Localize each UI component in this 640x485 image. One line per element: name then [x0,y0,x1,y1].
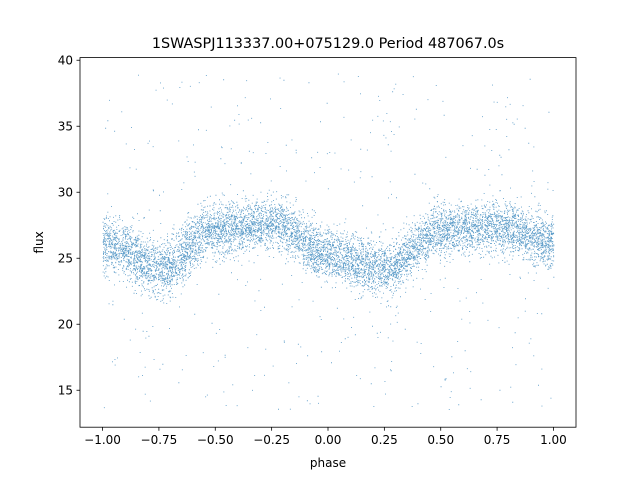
y-tick-label: 30 [58,186,73,200]
x-tick-label: 1.00 [540,433,567,447]
x-tick-label: −0.50 [197,433,234,447]
y-tick-label: 35 [58,120,73,134]
y-axis-label: flux [32,231,46,253]
x-tick-label: −0.75 [141,433,178,447]
y-tick-label: 25 [58,252,73,266]
y-axis: 15 20 25 30 35 40 [58,54,80,398]
x-tick-label: 0.75 [484,433,511,447]
scatter-points [102,73,555,410]
x-tick-label: −0.25 [253,433,290,447]
x-tick-label: −1.00 [84,433,121,447]
x-axis: −1.00 −0.75 −0.50 −0.25 0.00 0.25 0.50 0.75 1.00 [84,427,567,447]
x-axis-label: phase [310,456,346,470]
x-tick-label: 0.25 [371,433,398,447]
scatter-point-cloud [102,73,555,410]
y-tick-label: 15 [58,384,73,398]
y-tick-label: 20 [58,318,73,332]
y-tick-label: 40 [58,54,73,68]
chart-title: 1SWASPJ113337.00+075129.0 Period 487067.… [152,36,504,52]
x-tick-label: 0.00 [315,433,342,447]
x-tick-label: 0.50 [427,433,454,447]
